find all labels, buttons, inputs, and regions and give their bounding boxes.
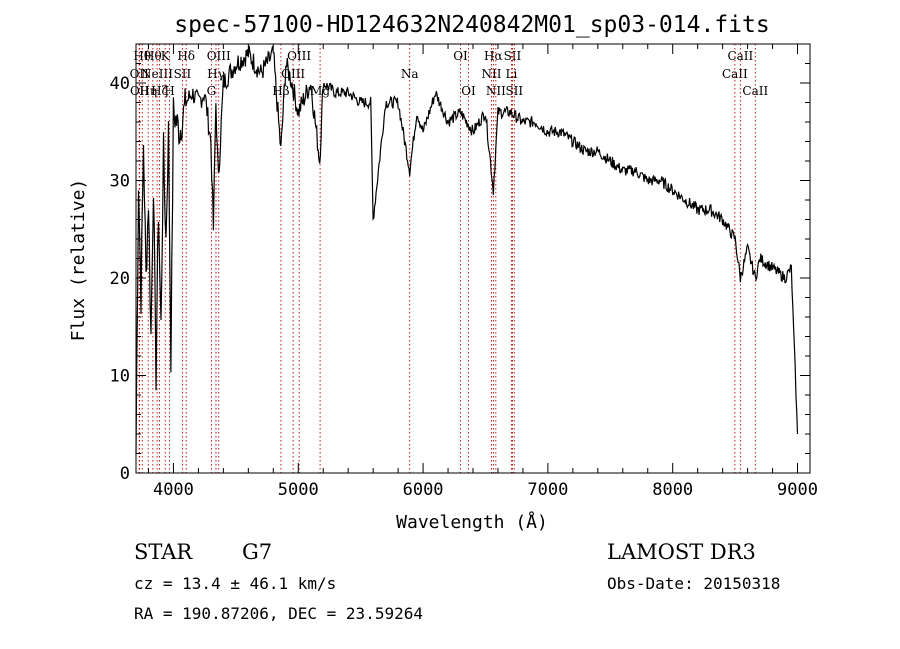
line-marker-label: Hθ (133, 49, 151, 63)
line-marker-label: OI (453, 49, 468, 63)
line-marker-label: NII (481, 67, 501, 81)
line-marker-label: CaII (722, 67, 748, 81)
x-axis: 4000 5000 6000 7000 8000 9000 (147, 44, 818, 500)
line-marker-label: Hβ (272, 84, 289, 98)
line-marker-label: Na (401, 67, 419, 81)
line-marker-label: Hγ (207, 67, 225, 81)
y-tick-label: 10 (110, 367, 130, 387)
obs-date: Obs-Date: 20150318 (607, 574, 781, 593)
line-marker-label: CaII (727, 49, 753, 63)
line-marker-label: Hα (484, 49, 503, 63)
spectral-subclass: G7 (242, 540, 273, 564)
y-tick-label: 30 (110, 172, 130, 192)
x-axis-label: Wavelength (Å) (396, 511, 548, 533)
line-marker-label: K (161, 49, 171, 63)
line-marker-label: OII (130, 67, 150, 81)
line-marker-label: Hθ (144, 49, 162, 63)
spectrum-line (135, 45, 799, 454)
y-axis-label: Flux (relative) (68, 179, 89, 342)
line-marker-label: Hδ (177, 49, 195, 63)
y-tick-label: 40 (110, 74, 130, 94)
x-tick-label: 5000 (278, 480, 319, 500)
line-marker-label: Hζ (151, 84, 168, 98)
line-marker-label: SII (505, 84, 523, 98)
x-tick-label: 7000 (527, 480, 568, 500)
line-marker-label: G (207, 84, 217, 98)
x-tick-label: 6000 (403, 480, 444, 500)
y-axis: 0 10 20 30 40 (110, 43, 810, 484)
chart-title: spec-57100-HD124632N240842M01_sp03-014.f… (174, 12, 769, 38)
line-marker-label: OI (461, 84, 476, 98)
y-tick-label: 0 (120, 464, 130, 484)
x-tick-label: 8000 (652, 480, 693, 500)
redshift-cz: cz = 13.4 ± 46.1 km/s (134, 574, 337, 593)
line-marker-label: Hη (139, 84, 157, 98)
object-class: STAR (134, 540, 193, 564)
x-tick-label: 4000 (153, 480, 194, 500)
line-marker-label: SII (504, 49, 522, 63)
line-marker-label: NeIII (141, 67, 173, 81)
line-marker-label: H (164, 84, 174, 98)
plot-frame (135, 43, 811, 474)
survey-name: LAMOST DR3 (607, 540, 756, 564)
line-marker-label: Li (506, 67, 518, 81)
line-marker-label: CaII (742, 84, 768, 98)
y-tick-label: 20 (110, 269, 130, 289)
line-marker-label: OII (130, 84, 150, 98)
coordinates: RA = 190.87206, DEC = 23.59264 (134, 604, 423, 623)
line-marker-label: NII (486, 84, 506, 98)
line-marker-label: OIII (207, 49, 231, 63)
x-tick-label: 9000 (777, 480, 818, 500)
line-marker-label: SII (174, 67, 192, 81)
line-markers: OIIOIIHθHηHθNeIIIHζKHSIIHδGHγOIIIHβOIIIO… (130, 44, 768, 473)
line-marker-label: OIII (287, 49, 311, 63)
